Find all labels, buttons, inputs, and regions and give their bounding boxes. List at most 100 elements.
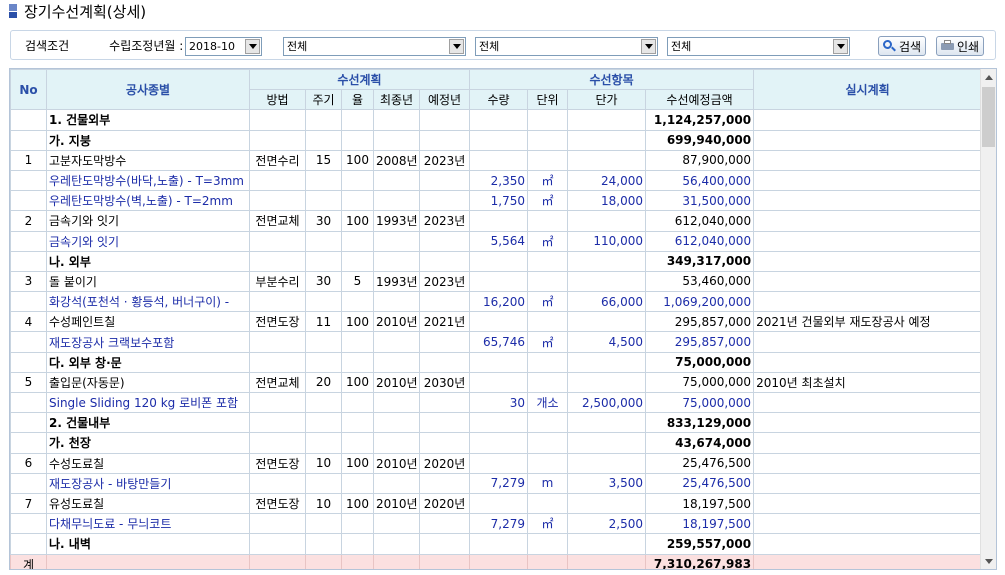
row-planned-year [418, 351, 471, 373]
table-row[interactable]: 나. 내벽 259,557,000 [10, 533, 983, 555]
row-last-year: 2010년 [373, 452, 420, 474]
print-button-label: 인쇄 [957, 39, 980, 54]
filter-select-2[interactable]: 전체 [475, 37, 658, 56]
row-cycle: 30 [305, 210, 342, 232]
row-actual [753, 492, 983, 515]
table-row[interactable]: 다채무늬도료 - 무늬코트 7,279 ㎡ 2,500 18,197,500 [10, 513, 983, 535]
row-unit [527, 432, 569, 454]
row-method [249, 169, 306, 192]
table-row[interactable]: 나. 외부 349,317,000 [10, 250, 983, 272]
chevron-down-icon[interactable] [641, 39, 656, 54]
table-row[interactable]: 2. 건물내부 833,129,000 [10, 412, 983, 434]
row-name: 돌 붙이기 [46, 270, 250, 293]
row-planned-year [418, 291, 471, 313]
table-row[interactable]: 화강석(포천석 · 황등석, 버너구이) - 16,200 ㎡ 66,000 1,069… [10, 291, 983, 313]
table-row[interactable]: 1. 건물외부 1,124,257,000 [10, 109, 983, 131]
row-actual [753, 169, 983, 192]
row-unit-price [567, 109, 647, 131]
col-header-rate[interactable]: 율 [341, 89, 374, 111]
row-unit-price [567, 432, 647, 454]
row-qty [469, 109, 529, 131]
row-cycle [305, 331, 342, 353]
plan-grid: No 공사종별 수선계획 수선항목 실시계획 방법 주기 율 최종년 예정년 수… [9, 68, 997, 570]
row-rate [341, 351, 374, 373]
col-header-planned-year[interactable]: 예정년 [418, 89, 471, 111]
row-actual [753, 250, 983, 272]
table-row[interactable]: 가. 지붕 699,940,000 [10, 129, 983, 151]
row-actual [753, 351, 983, 373]
row-last-year: 2010년 [373, 311, 420, 333]
table-row[interactable]: 4 수성페인트칠 전면도장 11 100 2010년 2021년 295,857,000 202… [10, 311, 983, 333]
row-rate [341, 391, 374, 414]
vertical-scrollbar[interactable] [980, 69, 996, 569]
row-amount: 1,069,200,000 [645, 291, 755, 313]
table-row[interactable]: 재도장공사 크랙보수포함 65,746 ㎡ 4,500 295,857,000 [10, 331, 983, 353]
row-last-year [373, 331, 420, 353]
scroll-thumb[interactable] [982, 87, 995, 147]
row-cycle [305, 291, 342, 313]
scroll-down-icon[interactable] [981, 553, 996, 569]
chevron-down-icon[interactable] [833, 39, 848, 54]
table-row[interactable]: 우레탄도막방수(벽,노출) - T=2mm 1,750 ㎡ 18,000 31,500,… [10, 190, 983, 212]
table-row[interactable]: 재도장공사 - 바탕만들기 7,279 m 3,500 25,476,500 [10, 472, 983, 494]
table-row[interactable]: 금속기와 잇기 5,564 ㎡ 110,000 612,040,000 [10, 230, 983, 252]
table-row[interactable]: 우레탄도막방수(바닥,노출) - T=3mm 2,350 ㎡ 24,000 56,400… [10, 169, 983, 192]
row-name: 화강석(포천석 · 황등석, 버너구이) - [46, 291, 250, 313]
row-amount: 43,674,000 [645, 432, 755, 454]
col-header-no[interactable]: No [10, 69, 47, 111]
search-icon [883, 39, 896, 53]
row-cycle [305, 109, 342, 131]
table-row[interactable]: 2 금속기와 잇기 전면교체 30 100 1993년 2023년 612,040,000 [10, 210, 983, 232]
row-last-year [373, 472, 420, 494]
row-qty: 1,750 [469, 190, 529, 212]
row-amount: 75,000,000 [645, 351, 755, 373]
row-unit: ㎡ [527, 190, 569, 212]
year-select[interactable]: 2018-10 [185, 37, 262, 56]
col-header-last-year[interactable]: 최종년 [373, 89, 420, 111]
row-unit [527, 412, 569, 434]
row-last-year [373, 412, 420, 434]
chevron-down-icon[interactable] [449, 39, 464, 54]
row-cycle [305, 391, 342, 414]
row-rate: 100 [341, 149, 374, 171]
row-unit-price: 2,500 [567, 513, 647, 535]
row-no: 5 [10, 371, 47, 394]
print-button[interactable]: 인쇄 [936, 36, 985, 56]
row-actual [753, 533, 983, 555]
row-planned-year [418, 472, 471, 494]
row-no [10, 533, 47, 555]
col-header-qty[interactable]: 수량 [469, 89, 529, 111]
table-row[interactable]: 7 유성도료칠 전면도장 10 100 2010년 2020년 18,197,500 [10, 492, 983, 515]
filter-select-1[interactable]: 전체 [283, 37, 466, 56]
table-row[interactable]: 6 수성도료칠 전면도장 10 100 2010년 2020년 25,476,500 [10, 452, 983, 474]
row-actual [753, 412, 983, 434]
scroll-up-icon[interactable] [981, 69, 996, 85]
row-rate: 100 [341, 210, 374, 232]
col-header-method[interactable]: 방법 [249, 89, 306, 111]
table-row[interactable]: 5 출입문(자동문) 전면교체 20 100 2010년 2030년 75,000,000 20… [10, 371, 983, 394]
row-unit-price: 4,500 [567, 331, 647, 353]
col-header-amount[interactable]: 수선예정금액 [645, 89, 755, 111]
chevron-down-icon[interactable] [245, 39, 260, 54]
row-qty: 16,200 [469, 291, 529, 313]
row-name: 다채무늬도료 - 무늬코트 [46, 513, 250, 535]
row-name: 가. 지붕 [46, 129, 250, 151]
table-row[interactable]: 가. 천장 43,674,000 [10, 432, 983, 454]
table-row[interactable]: 다. 외부 창·문 75,000,000 [10, 351, 983, 373]
col-header-unit-price[interactable]: 단가 [567, 89, 647, 111]
table-row[interactable]: 1 고분자도막방수 전면수리 15 100 2008년 2023년 87,900,000 [10, 149, 983, 171]
search-button[interactable]: 검색 [878, 36, 927, 56]
row-rate [341, 250, 374, 272]
col-header-cycle[interactable]: 주기 [305, 89, 342, 111]
filter-select-3[interactable]: 전체 [667, 37, 850, 56]
page-title-icon [8, 4, 18, 18]
search-label: 검색조건 [25, 38, 70, 53]
col-header-actual[interactable]: 실시계획 [753, 69, 983, 111]
col-header-type[interactable]: 공사종별 [46, 69, 250, 111]
col-header-unit[interactable]: 단위 [527, 89, 569, 111]
row-no: 4 [10, 311, 47, 333]
table-row[interactable]: Single Sliding 120 kg 로비폰 포함 30 개소 2,500,00… [10, 391, 983, 414]
total-empty [527, 553, 569, 569]
row-method: 부분수리 [249, 270, 306, 293]
